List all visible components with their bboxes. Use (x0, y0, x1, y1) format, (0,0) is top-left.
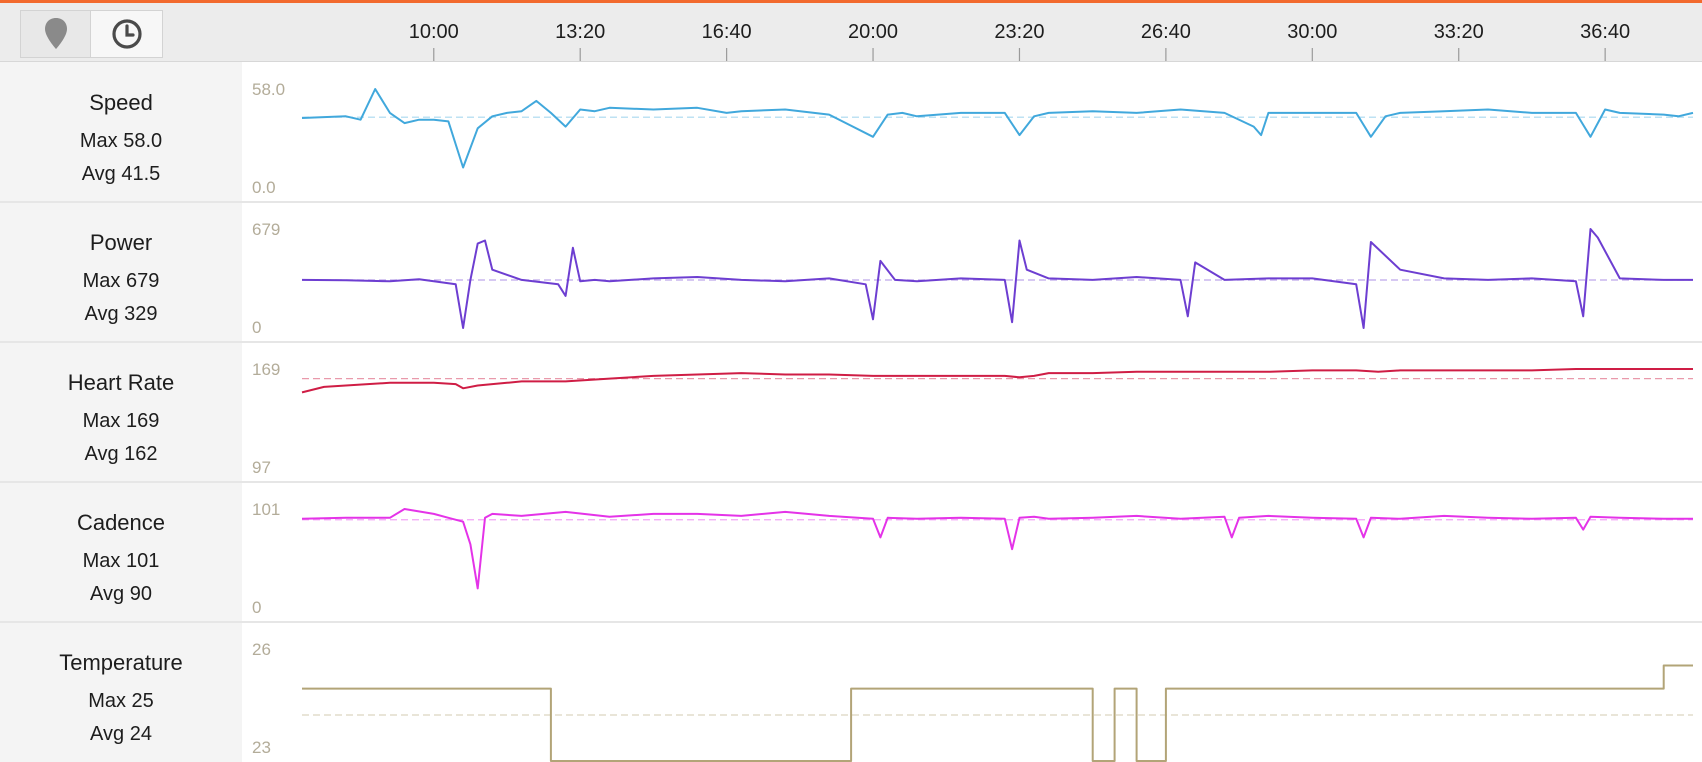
time-tick-label: 26:40 (1141, 21, 1191, 43)
metric-max-speed: Max 58.0 (79, 130, 163, 152)
series-line-temperature (302, 664, 1693, 762)
metric-max-power: Max 679 (82, 270, 160, 292)
accent-bar (0, 0, 1702, 3)
time-tick: 10:00 (409, 21, 459, 61)
y-max-label: 679 (252, 220, 280, 239)
time-tick: 33:20 (1434, 21, 1484, 61)
chart-power[interactable]: 679 0 (252, 220, 1693, 337)
y-min-label: 0 (252, 318, 261, 337)
y-max-label: 169 (252, 360, 280, 379)
time-tick: 36:40 (1580, 21, 1630, 61)
y-min-label: 0.0 (252, 178, 276, 197)
time-tick-label: 23:20 (994, 21, 1044, 43)
metric-title-power: Power (89, 230, 153, 255)
chart-heart-rate[interactable]: 169 97 (252, 360, 1693, 477)
chart-cadence[interactable]: 101 0 (252, 500, 1693, 617)
map-view-button[interactable] (20, 10, 90, 58)
time-tick-label: 33:20 (1434, 21, 1484, 43)
metric-labels-column (0, 62, 242, 762)
time-view-button[interactable] (90, 10, 163, 58)
y-min-label: 97 (252, 458, 271, 477)
time-tick-label: 10:00 (409, 21, 459, 43)
series-line-heart-rate (301, 368, 1693, 394)
metric-avg-speed: Avg 41.5 (81, 163, 161, 185)
metric-max-cadence: Max 101 (82, 550, 160, 572)
row-divider (0, 621, 1702, 623)
metric-title-heart-rate: Heart Rate (67, 370, 175, 395)
series-line-speed (301, 88, 1694, 169)
y-max-label: 101 (252, 500, 280, 519)
y-min-label: 0 (252, 598, 261, 617)
metric-max-temperature: Max 25 (88, 690, 154, 712)
metric-avg-temperature: Avg 24 (90, 723, 152, 745)
time-axis: 10:00 13:20 16:40 20:00 23:20 26:40 30:00 33:20… (409, 21, 1630, 61)
chart-speed[interactable]: 58.0 0.0 (252, 80, 1694, 197)
metric-avg-cadence: Avg 90 (90, 583, 152, 605)
time-tick: 16:40 (702, 21, 752, 61)
metric-avg-power: Avg 329 (84, 303, 158, 325)
metric-title-cadence: Cadence (76, 510, 166, 535)
clock-icon (111, 19, 142, 49)
time-tick-label: 16:40 (702, 21, 752, 43)
y-min-label: 23 (252, 738, 271, 757)
time-tick-label: 30:00 (1287, 21, 1337, 43)
row-divider (0, 481, 1702, 483)
time-tick: 13:20 (555, 21, 605, 61)
time-tick: 30:00 (1287, 21, 1337, 61)
time-tick: 26:40 (1141, 21, 1191, 61)
timeline-header: 10:00 13:20 16:40 20:00 23:20 26:40 30:00 33:20… (0, 3, 1702, 62)
y-max-label: 58.0 (252, 80, 285, 99)
series-line-cadence (301, 508, 1693, 590)
chart-temperature[interactable]: 26 23 (252, 640, 1693, 762)
map-pin-icon (44, 18, 67, 49)
metric-charts[interactable]: 58.0 0.0 679 0 169 97 101 0 26 23 (242, 62, 1702, 762)
time-tick: 20:00 (848, 21, 898, 61)
time-tick-label: 36:40 (1580, 21, 1630, 43)
time-tick-label: 20:00 (848, 21, 898, 43)
y-max-label: 26 (252, 640, 271, 659)
metric-max-heart-rate: Max 169 (82, 410, 160, 432)
metric-avg-heart-rate: Avg 162 (84, 443, 158, 465)
time-tick: 23:20 (994, 21, 1044, 61)
series-line-power (301, 228, 1693, 329)
metric-title-temperature: Temperature (59, 650, 183, 675)
metric-title-speed: Speed (89, 90, 153, 115)
time-tick-label: 13:20 (555, 21, 605, 43)
view-toggle (20, 10, 163, 58)
row-divider (0, 341, 1702, 343)
row-divider (0, 201, 1702, 203)
